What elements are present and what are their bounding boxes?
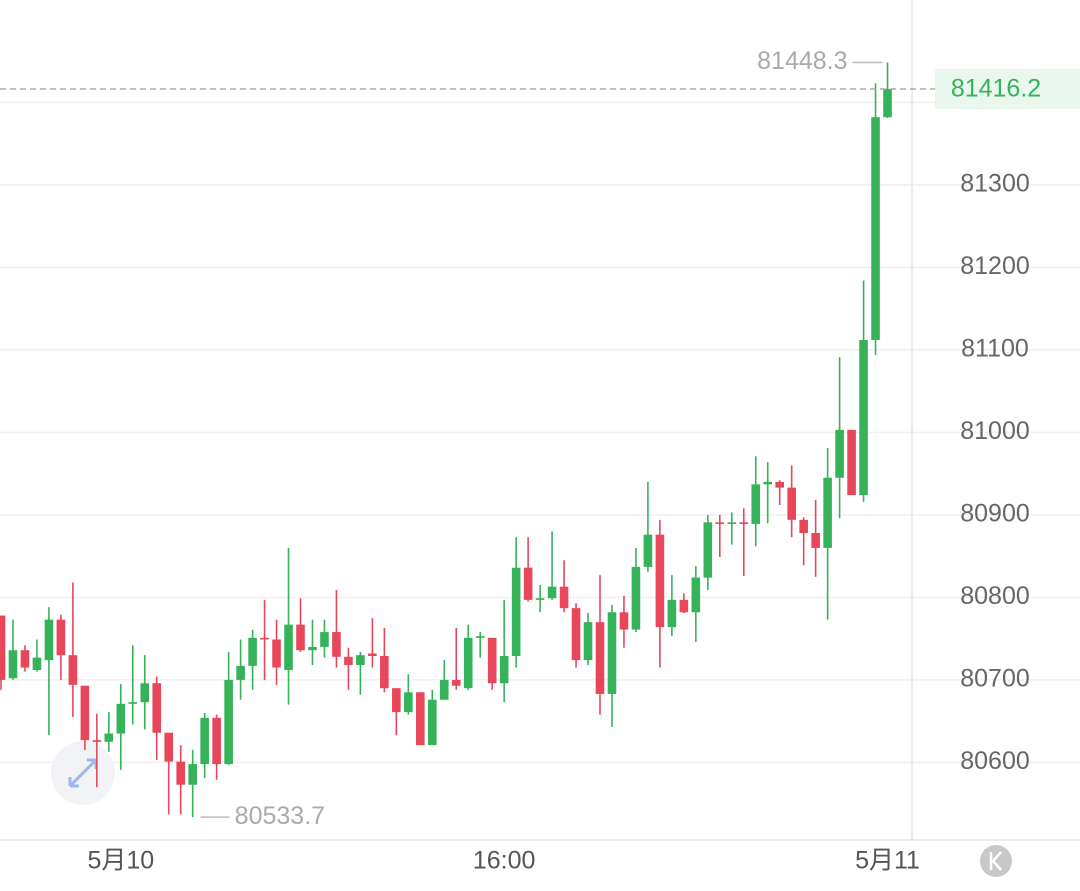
candle-body (320, 632, 329, 647)
x-tick-label: 16:00 (473, 847, 536, 875)
candle-body (703, 522, 713, 578)
kline-button-bg[interactable] (980, 845, 1012, 877)
candle-body (116, 703, 126, 734)
candle-body (140, 683, 150, 703)
candle-body (380, 655, 389, 689)
candle-body (847, 429, 856, 496)
candle-body (427, 699, 437, 746)
zoom-button[interactable] (51, 741, 115, 805)
candle-body (619, 612, 629, 630)
candle-body (296, 624, 305, 651)
candle-body (715, 522, 725, 524)
candle-body (751, 484, 761, 524)
candle-body (799, 519, 808, 534)
candle-body (68, 655, 78, 685)
candle-body (883, 88, 892, 118)
candle-body (80, 685, 90, 741)
candle-body (224, 679, 233, 765)
candle-body (416, 692, 425, 746)
high-label: 81448.3 (757, 47, 847, 75)
candle-body (200, 717, 209, 765)
candle-body (835, 429, 844, 478)
candle-body (559, 586, 569, 609)
candle-body (607, 612, 617, 694)
candle-body (547, 586, 557, 599)
candle-body (523, 567, 533, 600)
candle-body (859, 339, 868, 496)
y-tick-label: 81100 (961, 334, 1029, 362)
candle-body (691, 577, 701, 613)
y-tick-label: 80700 (960, 665, 1030, 693)
candle-body (392, 688, 401, 713)
candle-body (775, 481, 784, 488)
candle-body (44, 619, 54, 661)
candle-body (595, 622, 605, 694)
last-price-box (935, 68, 1080, 109)
candle-body (475, 636, 485, 638)
candle-body (763, 481, 773, 485)
candle-body (535, 598, 545, 600)
candle-body (679, 599, 689, 613)
candle-body (128, 702, 138, 704)
candle-body (667, 599, 677, 628)
candle-body (260, 637, 269, 640)
candle-body (871, 117, 880, 340)
candle-body (0, 615, 6, 680)
candle-body (20, 650, 30, 668)
kline-icon (989, 851, 1002, 871)
zoom-icon (68, 758, 98, 788)
candle-body (32, 657, 42, 671)
candle-body (56, 619, 66, 656)
candle-body (8, 650, 18, 679)
y-tick-label: 80900 (960, 500, 1030, 528)
last-price-label: 81416.2 (951, 75, 1041, 103)
candle-body (272, 639, 281, 668)
candle-body (511, 567, 521, 656)
candle-body (439, 679, 449, 700)
y-tick-label: 81300 (960, 169, 1030, 197)
candle-body (787, 487, 796, 520)
candle-body (451, 679, 461, 686)
plot: 80600 80700 80800 80900 81000 81100 81200 81300… (0, 47, 1080, 875)
candle-body (104, 733, 114, 742)
candle-body (643, 534, 653, 567)
candle-body (356, 655, 365, 666)
low-label: 80533.7 (235, 802, 325, 830)
candle-body (236, 665, 245, 680)
y-tick-label: 80600 (960, 747, 1030, 775)
y-tick-label: 80800 (960, 582, 1030, 610)
candle-body (284, 624, 293, 671)
candle-body (655, 534, 665, 628)
candle-body (92, 740, 102, 742)
candle-body (344, 656, 353, 666)
candle-body (463, 637, 473, 689)
candle-body (583, 622, 593, 661)
y-tick-label: 81200 (960, 252, 1030, 280)
y-tick-label: 81000 (960, 417, 1030, 445)
candle-body (571, 608, 581, 661)
kline-button[interactable] (980, 845, 1012, 877)
candle-body (727, 522, 737, 524)
candle-body (188, 764, 197, 785)
candle-body (248, 637, 257, 666)
candle-body (368, 653, 377, 656)
candle-body (487, 637, 497, 684)
candle-body (332, 632, 341, 657)
candle-body (176, 761, 185, 785)
candle-body (631, 566, 641, 630)
candle-body (212, 717, 221, 765)
candle-body (164, 732, 174, 762)
candle-body (152, 683, 162, 733)
x-tick-label: 5月11 (855, 847, 920, 875)
candle-body (811, 533, 820, 548)
candle-body (308, 646, 317, 651)
candle-body (499, 655, 509, 684)
x-tick-label: 5月10 (87, 847, 154, 875)
candle-body (739, 522, 749, 524)
candle-body (823, 477, 832, 548)
candle-body (404, 692, 413, 713)
